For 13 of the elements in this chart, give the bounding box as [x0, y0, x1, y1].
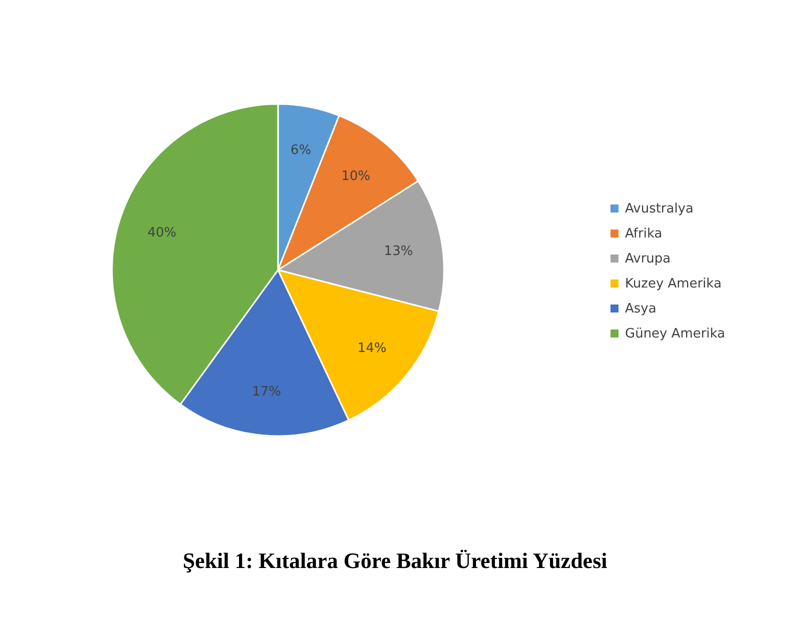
data-label: 10%: [341, 168, 370, 184]
data-label: 6%: [290, 143, 312, 158]
data-label: 14%: [358, 340, 386, 356]
legend-label: Afrika: [625, 226, 662, 242]
data-label: 13%: [384, 244, 413, 259]
legend-label: Avrupa: [625, 252, 671, 266]
legend-label: Güney Amerika: [625, 326, 726, 342]
legend-label: Kuzey Amerika: [625, 276, 722, 292]
text: Şekil 1: Kıtalara Göre Bakır Üretimi Yüzdesi: [182, 548, 608, 574]
data-label: 17%: [252, 384, 281, 400]
legend-label: Asya: [625, 302, 656, 316]
legend-label: Avustralya: [625, 202, 694, 216]
data-label: 40%: [148, 225, 176, 240]
